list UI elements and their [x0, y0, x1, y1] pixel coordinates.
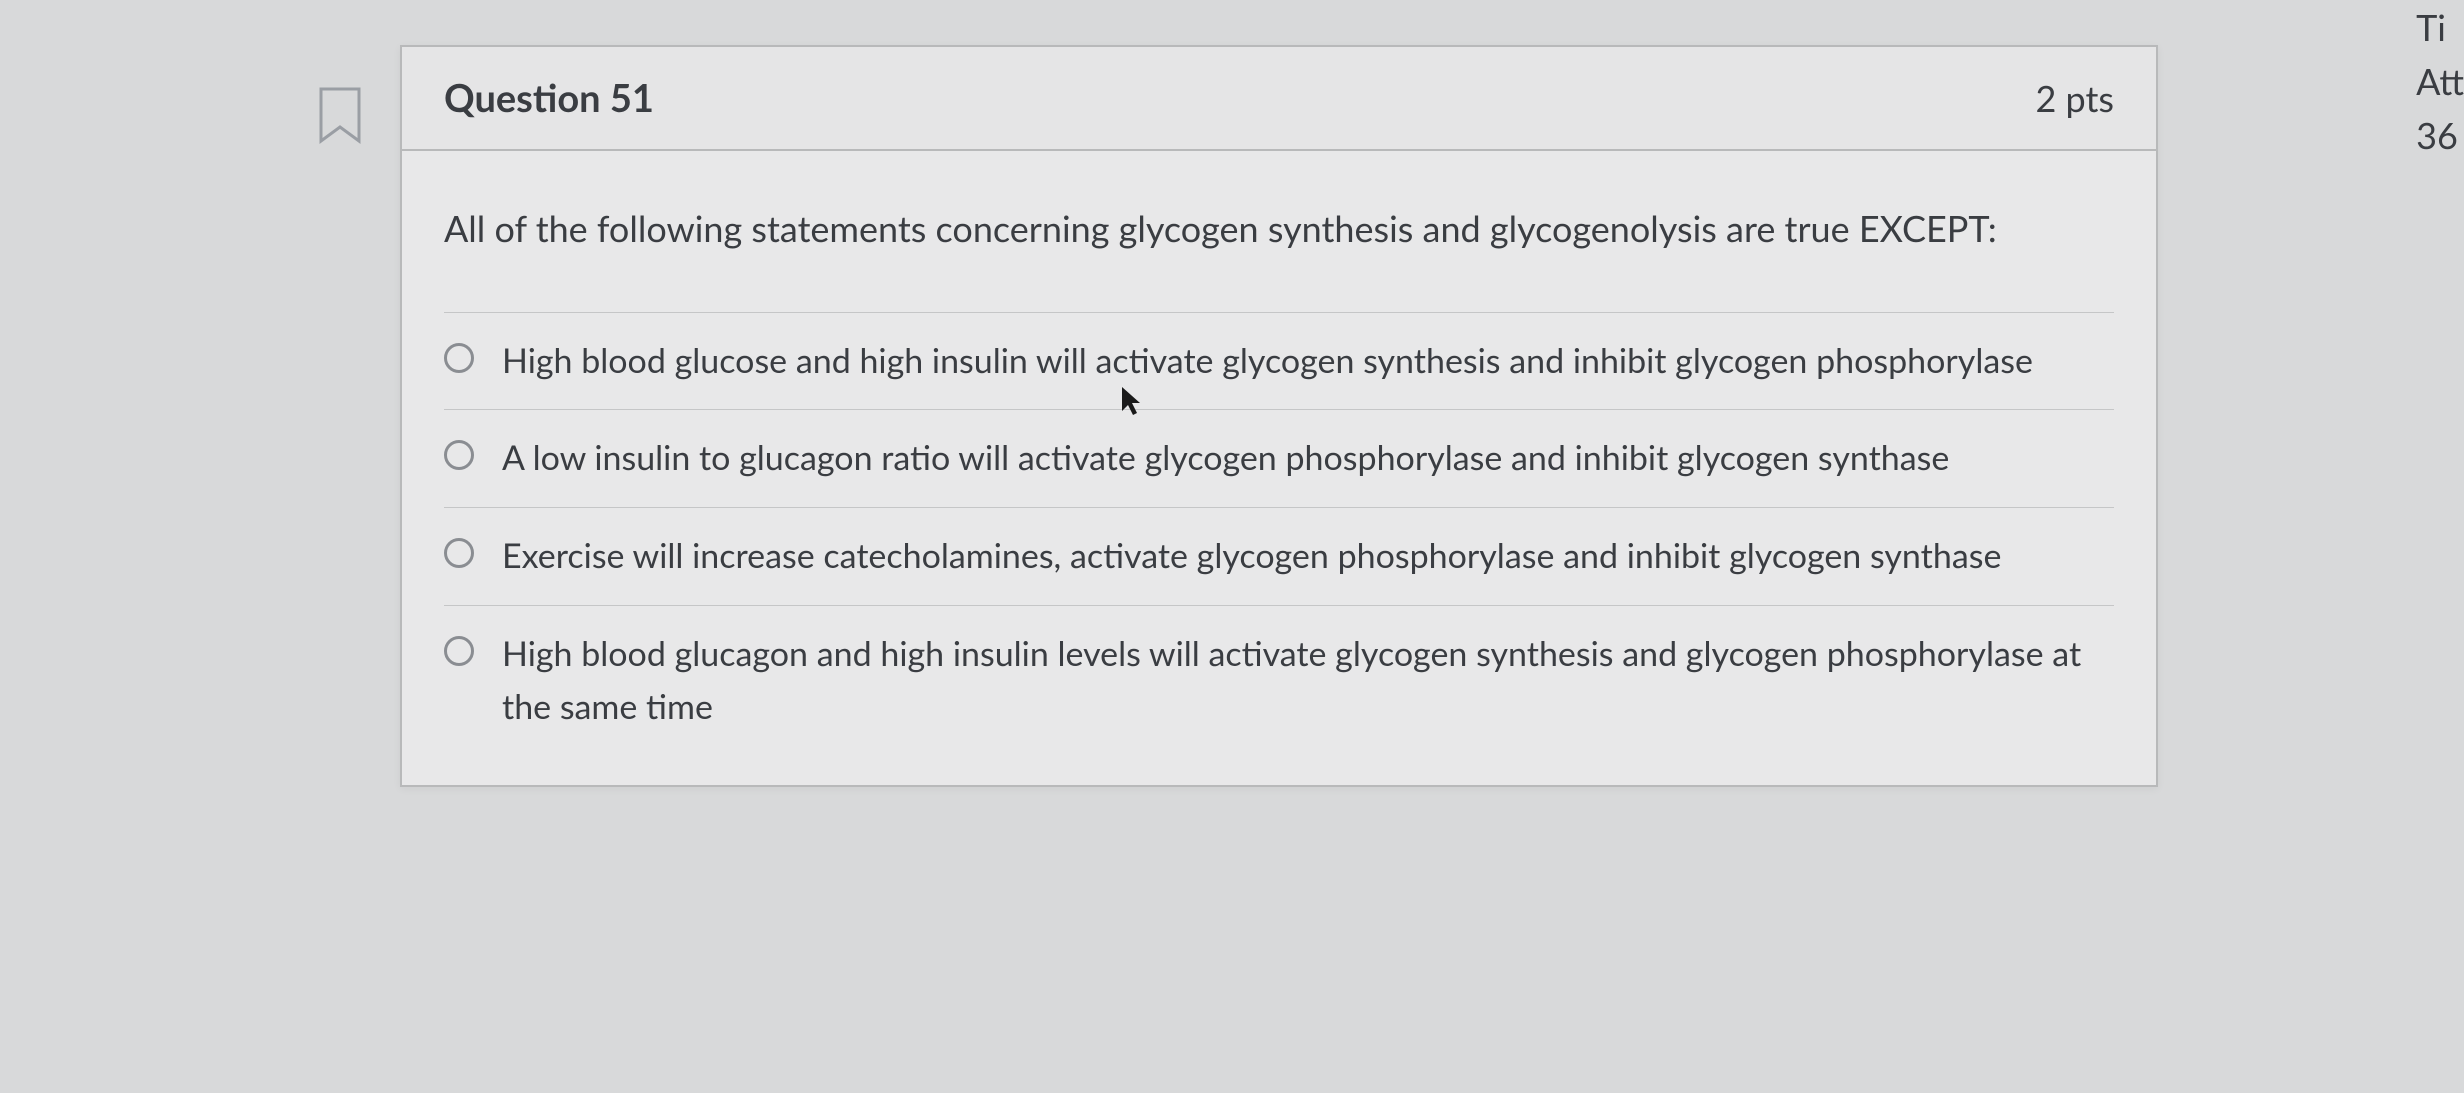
answer-option-1[interactable]: High blood glucose and high insulin will…: [444, 312, 2114, 410]
sidebar-info: Ti Att 36: [2416, 0, 2464, 162]
answer-option-3[interactable]: Exercise will increase catecholamines, a…: [444, 507, 2114, 605]
option-text: High blood glucagon and high insulin lev…: [502, 628, 2114, 733]
radio-icon: [444, 343, 474, 373]
sidebar-line-1: Ti: [2416, 0, 2464, 54]
sidebar-line-3: 36: [2416, 108, 2464, 162]
answer-option-2[interactable]: A low insulin to glucagon ratio will act…: [444, 409, 2114, 507]
question-body: All of the following statements concerni…: [402, 151, 2156, 785]
radio-icon: [444, 538, 474, 568]
question-header: Question 51 2 pts: [402, 47, 2156, 151]
radio-icon: [444, 636, 474, 666]
sidebar-line-2: Att: [2416, 54, 2464, 108]
option-text: Exercise will increase catecholamines, a…: [502, 530, 2001, 583]
question-number: Question 51: [444, 75, 654, 121]
answer-option-4[interactable]: High blood glucagon and high insulin lev…: [444, 605, 2114, 755]
question-card: Question 51 2 pts All of the following s…: [400, 45, 2158, 787]
option-text: High blood glucose and high insulin will…: [502, 335, 2033, 388]
option-text: A low insulin to glucagon ratio will act…: [502, 432, 1949, 485]
radio-icon: [444, 440, 474, 470]
question-text: All of the following statements concerni…: [444, 201, 2114, 257]
bookmark-icon[interactable]: [315, 85, 365, 145]
question-points: 2 pts: [2035, 76, 2114, 120]
